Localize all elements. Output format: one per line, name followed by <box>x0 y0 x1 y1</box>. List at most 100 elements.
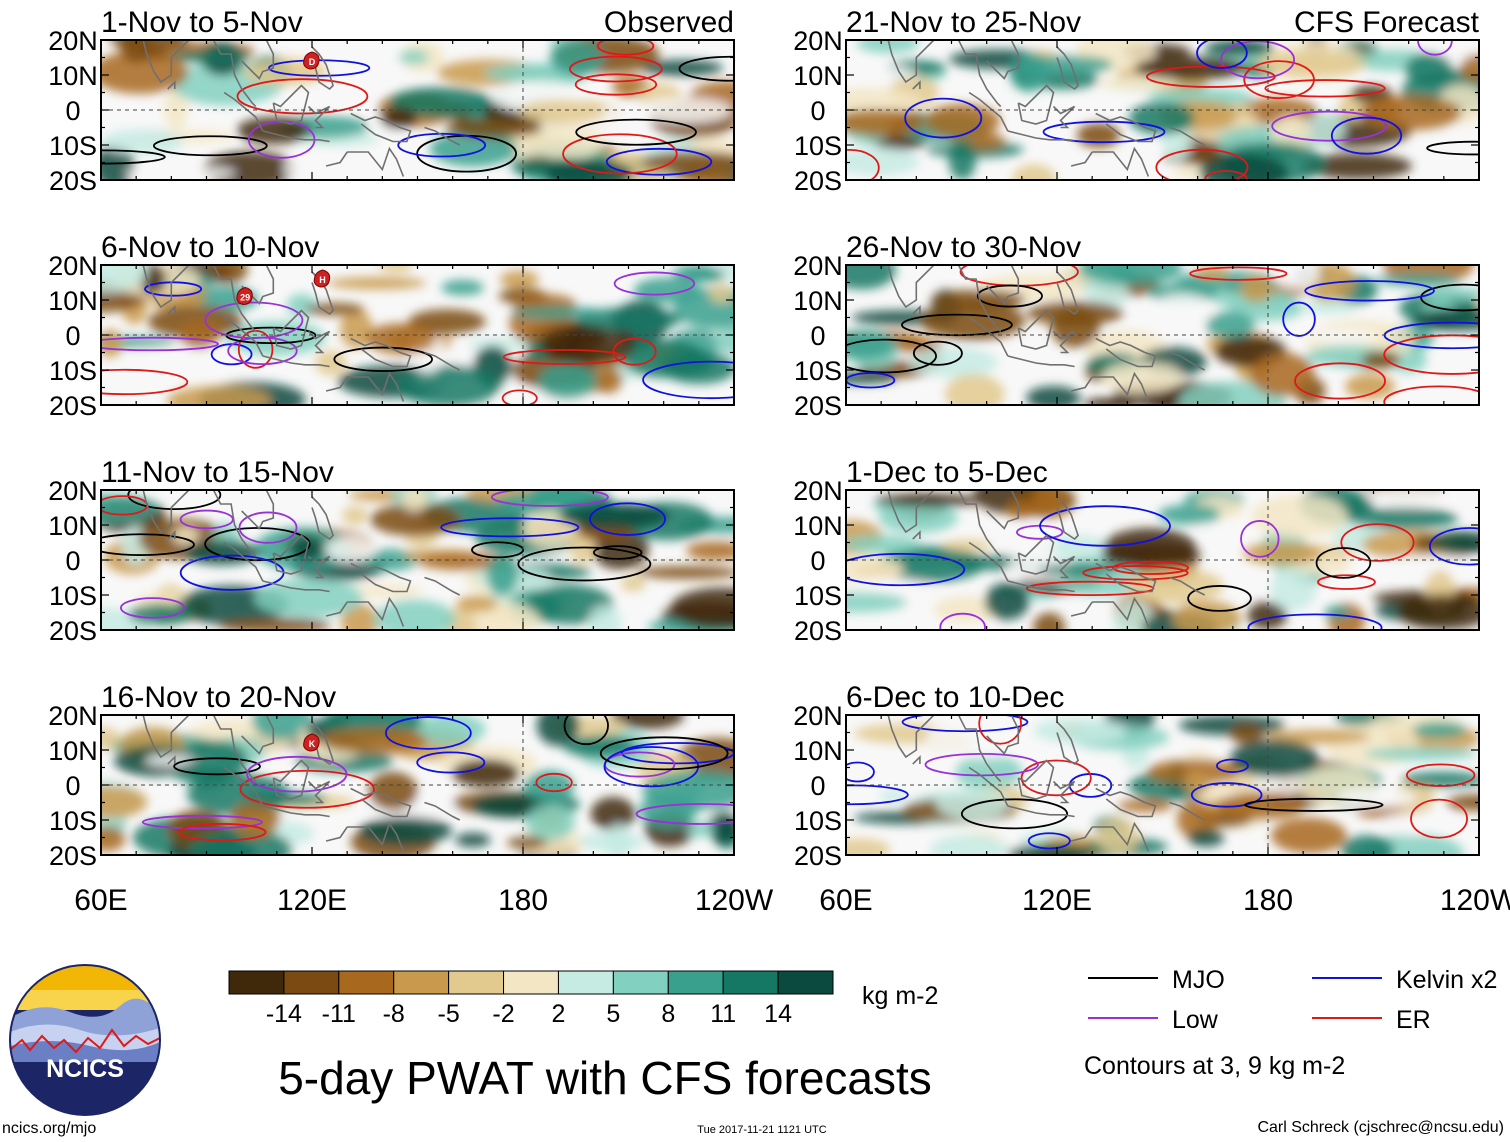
coastline <box>968 766 1009 807</box>
anomaly-blob <box>1158 504 1221 525</box>
mjo-contour <box>912 340 963 366</box>
anomaly-blob <box>1078 265 1183 285</box>
low-contour <box>1271 110 1387 142</box>
y-tick-label: 0 <box>65 771 80 801</box>
y-tick-label: 10N <box>793 286 843 316</box>
anomaly-blob <box>342 505 368 526</box>
anomaly-blob <box>468 338 532 351</box>
anomaly-blob <box>1230 724 1264 745</box>
coastline <box>272 309 310 350</box>
x-tick-label: 60E <box>74 884 127 917</box>
anomaly-blob <box>1032 612 1066 630</box>
anomaly-blob <box>578 831 645 852</box>
anomaly-blob <box>1205 311 1256 339</box>
coastline <box>141 490 191 534</box>
panel-title: 6-Nov to 10-Nov <box>101 231 319 264</box>
colorbar-tick-label: -2 <box>492 1000 514 1028</box>
anomaly-blob <box>1271 817 1347 854</box>
footer-url[interactable]: ncics.org/mjo <box>2 1120 96 1137</box>
anomaly-blob <box>1006 522 1056 563</box>
er-contour <box>574 73 658 96</box>
low-contour <box>238 511 298 544</box>
kelvin-contour <box>846 552 966 587</box>
er-contour <box>1082 565 1189 581</box>
coastline <box>424 801 461 821</box>
anomaly-blob <box>1229 739 1319 778</box>
panel-title: 6-Dec to 10-Dec <box>846 681 1064 714</box>
anomaly-blob <box>1459 54 1479 83</box>
colorbar-swatch <box>557 970 614 995</box>
mjo-contour <box>563 715 609 746</box>
anomaly-blob <box>350 77 375 91</box>
kelvin-contour <box>1428 527 1479 566</box>
y-tick-label: 0 <box>810 771 825 801</box>
storm-marker: H <box>313 269 331 288</box>
coastline <box>886 265 936 309</box>
coastline <box>307 330 331 354</box>
anomaly-blob <box>611 715 685 730</box>
er-contour <box>1294 362 1386 400</box>
anomaly-blob <box>1076 122 1121 148</box>
y-tick-label: 10S <box>794 806 842 836</box>
anomaly-blob <box>930 289 1026 311</box>
anomaly-blob <box>935 787 1010 821</box>
y-tick-label: 20S <box>49 841 97 871</box>
anomaly-blob <box>549 40 604 76</box>
anomaly-blob <box>1026 385 1081 405</box>
anomaly-blob <box>171 50 253 63</box>
colorbar-units: kg m-2 <box>862 982 938 1010</box>
figure-title: 5-day PWAT with CFS forecasts <box>278 1052 932 1104</box>
coastline <box>241 490 275 530</box>
er-contour <box>1410 798 1468 839</box>
x-tick-label: 180 <box>1243 884 1293 917</box>
coastline <box>262 355 330 368</box>
anomaly-blob <box>1240 275 1273 303</box>
anomaly-blob <box>1134 56 1245 81</box>
coastline <box>957 40 1002 108</box>
x-tick-label: 120W <box>1440 884 1510 917</box>
colorbar-swatch <box>393 970 450 995</box>
mjo-contour <box>846 338 937 374</box>
anomaly-blob <box>353 584 423 598</box>
coastline <box>1169 126 1206 146</box>
anomaly-blob <box>451 758 520 788</box>
colorbar-tick-label: 2 <box>552 1000 566 1028</box>
colorbar-swatch <box>667 970 724 995</box>
anomaly-blob <box>955 753 1023 792</box>
contours <box>141 715 734 842</box>
anomaly-blob <box>1016 55 1114 74</box>
coastline <box>986 265 1020 305</box>
anomaly-blob <box>536 715 580 746</box>
anomaly-blob <box>1410 309 1479 332</box>
kelvin-contour <box>589 502 666 536</box>
coastline <box>1007 355 1075 368</box>
mjo-contour <box>678 55 734 82</box>
coastline <box>307 555 331 579</box>
mjo-contour <box>173 757 261 776</box>
low-contour <box>141 814 263 830</box>
panel-ticks <box>845 714 1480 856</box>
anomaly-blob <box>1033 717 1127 744</box>
coastline <box>912 80 921 90</box>
low-contour <box>120 597 186 619</box>
low-contour <box>490 490 609 507</box>
coastline <box>1007 580 1075 593</box>
anomaly-blob <box>305 302 365 316</box>
er-contour <box>1020 759 1092 797</box>
anomaly-blob <box>633 97 733 123</box>
anomaly-blob <box>253 578 363 618</box>
anomaly-blob <box>1417 287 1479 300</box>
anomaly-blob <box>1125 568 1224 604</box>
x-tick-label: 60E <box>819 884 872 917</box>
colorbar-swatch <box>722 970 779 995</box>
storm-icon <box>303 51 320 70</box>
anomaly-blob <box>408 309 486 335</box>
y-tick-label: 20N <box>793 701 843 731</box>
mjo-contour <box>127 490 222 511</box>
anomaly-blob <box>1428 531 1479 554</box>
kelvin-contour <box>1190 782 1263 808</box>
kelvin-contour <box>904 97 983 139</box>
kelvin-contour <box>846 761 875 783</box>
colorbar-swatch <box>777 970 834 995</box>
